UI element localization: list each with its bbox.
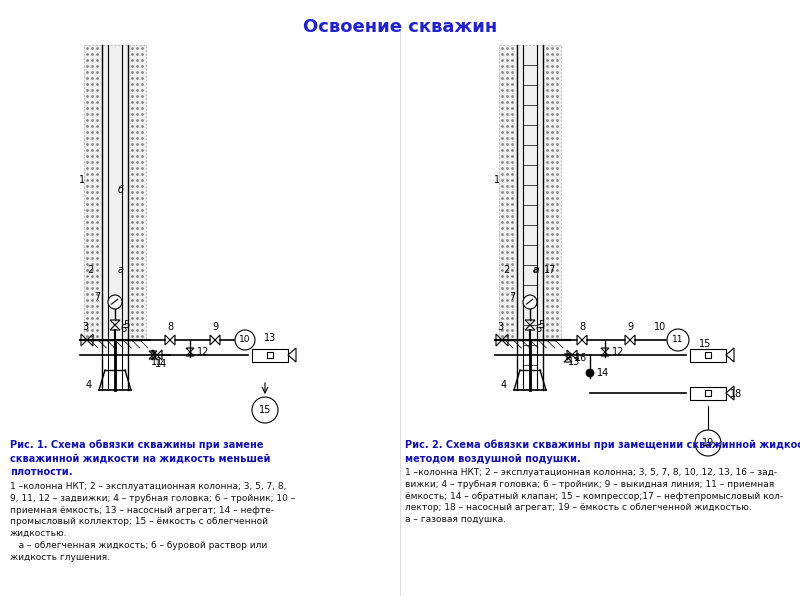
Text: 7: 7	[94, 292, 100, 302]
Circle shape	[523, 295, 537, 309]
Polygon shape	[726, 348, 734, 362]
Text: 9: 9	[627, 322, 633, 332]
Text: 1 –колонна НКТ; 2 – эксплуатационная колонна; 3, 5, 7, 8,
9, 11, 12 – задвижки; : 1 –колонна НКТ; 2 – эксплуатационная кол…	[10, 482, 295, 562]
Text: 6: 6	[120, 324, 126, 334]
Text: 1 –колонна НКТ; 2 – эксплуатационная колонна; 3, 5, 7, 8, 10, 12, 13, 16 – зад-
: 1 –колонна НКТ; 2 – эксплуатационная кол…	[405, 468, 783, 524]
Bar	[84, 45, 146, 340]
Bar	[499, 45, 561, 340]
Text: 15: 15	[699, 339, 711, 349]
Text: 16: 16	[575, 353, 587, 363]
Text: Рис. 1. Схема обвязки скважины при замене
скважинной жидкости на жидкость меньше: Рис. 1. Схема обвязки скважины при замен…	[10, 440, 270, 477]
Text: 4: 4	[86, 380, 92, 390]
Text: 11: 11	[151, 357, 163, 367]
Text: 2: 2	[88, 265, 94, 275]
Text: 8: 8	[579, 322, 585, 332]
Text: 14: 14	[155, 359, 167, 369]
Bar	[690, 349, 726, 361]
Bar	[705, 390, 711, 396]
Text: 15: 15	[259, 405, 271, 415]
Text: 5: 5	[123, 320, 130, 330]
Text: 10: 10	[654, 322, 666, 332]
Text: 12: 12	[197, 347, 210, 357]
Text: 18: 18	[730, 389, 742, 399]
Bar	[690, 386, 726, 400]
Text: 2: 2	[502, 265, 509, 275]
Text: 3: 3	[497, 322, 503, 332]
Text: 4: 4	[501, 380, 507, 390]
Bar	[267, 352, 273, 358]
Text: Освоение скважин: Освоение скважин	[303, 18, 497, 36]
Text: 1: 1	[79, 175, 85, 185]
Text: б: б	[118, 185, 124, 195]
Text: 6: 6	[535, 324, 541, 334]
Text: 1: 1	[494, 175, 500, 185]
Bar	[705, 352, 711, 358]
Circle shape	[235, 330, 255, 350]
Text: Рис. 2. Схема обвязки скважины при замещении скважинной жидкости
методом воздушн: Рис. 2. Схема обвязки скважины при замещ…	[405, 440, 800, 464]
Polygon shape	[288, 348, 296, 362]
Text: 13: 13	[264, 333, 276, 343]
Polygon shape	[726, 386, 734, 400]
Circle shape	[695, 430, 721, 456]
Text: 17: 17	[544, 265, 556, 275]
Text: 3: 3	[82, 322, 88, 332]
Text: a: a	[118, 265, 124, 275]
Circle shape	[252, 397, 278, 423]
Circle shape	[667, 329, 689, 351]
Text: 12: 12	[612, 347, 624, 357]
Circle shape	[586, 369, 594, 377]
Text: 10: 10	[239, 335, 250, 344]
Text: 9: 9	[212, 322, 218, 332]
Text: 13: 13	[568, 357, 580, 367]
Circle shape	[108, 295, 122, 309]
Text: 14: 14	[597, 368, 610, 378]
Bar	[252, 349, 288, 361]
Text: 11: 11	[672, 335, 684, 344]
Text: 8: 8	[167, 322, 173, 332]
Text: 5: 5	[538, 320, 544, 330]
Text: a: a	[533, 265, 540, 275]
Text: 7: 7	[509, 292, 515, 302]
Text: 19: 19	[702, 438, 714, 448]
